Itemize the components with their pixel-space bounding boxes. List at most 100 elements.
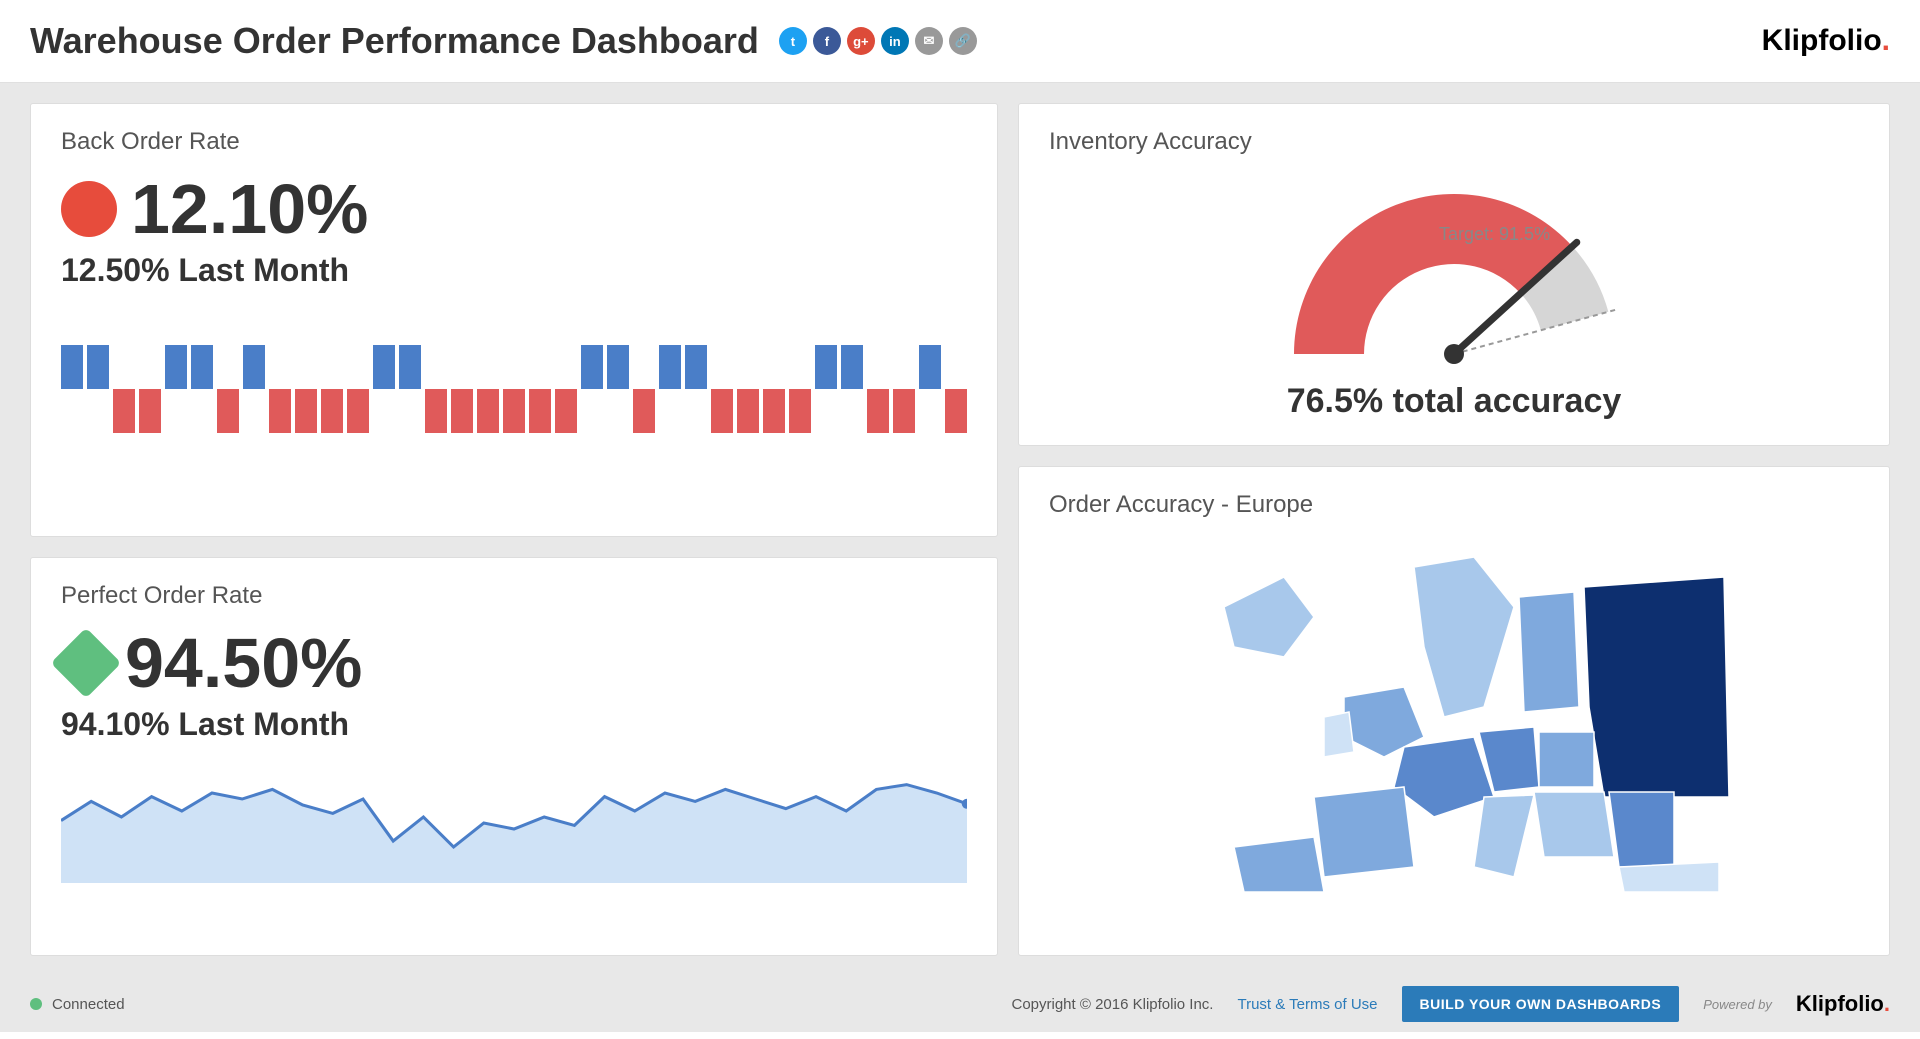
map-region	[1414, 557, 1514, 717]
terms-link[interactable]: Trust & Terms of Use	[1237, 996, 1377, 1013]
back-order-sub: 12.50% Last Month	[61, 252, 967, 289]
chart-bar	[347, 319, 369, 459]
build-dashboards-button[interactable]: BUILD YOUR OWN DASHBOARDS	[1402, 986, 1680, 1022]
map-region	[1519, 592, 1579, 712]
footer-brand-accent-dot: .	[1884, 991, 1890, 1016]
perfect-order-value: 94.50%	[125, 628, 362, 698]
brand-accent-dot: .	[1882, 24, 1890, 57]
perfect-order-indicator-icon	[51, 628, 122, 699]
chart-bar	[373, 319, 395, 459]
map-region	[1314, 787, 1414, 877]
perfect-order-sub: 94.10% Last Month	[61, 706, 967, 743]
email-icon[interactable]: ✉	[915, 27, 943, 55]
chart-bar	[425, 319, 447, 459]
page-title: Warehouse Order Performance Dashboard	[30, 20, 759, 62]
powered-by-text: Powered by	[1703, 997, 1772, 1012]
twitter-icon[interactable]: t	[779, 27, 807, 55]
gplus-icon[interactable]: g+	[847, 27, 875, 55]
back-order-kpi: 12.10%	[61, 174, 967, 244]
back-order-title: Back Order Rate	[61, 128, 967, 156]
perfect-order-kpi: 94.50%	[61, 628, 967, 698]
gauge-target-label: Target: 91.5%	[1439, 224, 1550, 245]
chart-bar	[945, 319, 967, 459]
chart-bar	[139, 319, 161, 459]
chart-bar	[789, 319, 811, 459]
brand-logo: Klipfolio.	[1762, 24, 1890, 58]
social-icons: tfg+in✉🔗	[779, 27, 977, 55]
status-text: Connected	[52, 996, 125, 1013]
map-region	[1474, 795, 1534, 877]
chart-bar	[87, 319, 109, 459]
chart-bar	[191, 319, 213, 459]
chart-bar	[321, 319, 343, 459]
chart-bar	[659, 319, 681, 459]
map-region	[1619, 862, 1719, 892]
chart-bar	[919, 319, 941, 459]
chart-bar	[685, 319, 707, 459]
inventory-accuracy-card: Inventory Accuracy Target: 91.5% 76.5% t…	[1018, 103, 1890, 446]
chart-bar	[217, 319, 239, 459]
chart-bar	[581, 319, 603, 459]
facebook-icon[interactable]: f	[813, 27, 841, 55]
header-left: Warehouse Order Performance Dashboard tf…	[30, 20, 977, 62]
back-order-card: Back Order Rate 12.10% 12.50% Last Month	[30, 103, 998, 537]
chart-bar	[867, 319, 889, 459]
map-region	[1224, 577, 1314, 657]
chart-bar	[165, 319, 187, 459]
perfect-order-card: Perfect Order Rate 94.50% 94.10% Last Mo…	[30, 557, 998, 956]
order-accuracy-card: Order Accuracy - Europe	[1018, 466, 1890, 956]
chart-bar	[529, 319, 551, 459]
europe-map	[1049, 537, 1859, 897]
left-column: Back Order Rate 12.10% 12.50% Last Month…	[30, 103, 998, 956]
chart-bar	[737, 319, 759, 459]
chart-bar	[555, 319, 577, 459]
chart-bar	[711, 319, 733, 459]
chart-bar	[477, 319, 499, 459]
map-region	[1534, 792, 1614, 857]
chart-bar	[841, 319, 863, 459]
chart-bar	[763, 319, 785, 459]
gauge-value-label: 76.5% total accuracy	[1287, 382, 1622, 421]
back-order-indicator-icon	[61, 181, 117, 237]
map-region	[1539, 732, 1594, 787]
europe-map-svg	[1174, 537, 1734, 897]
chart-bar	[113, 319, 135, 459]
chart-bar	[243, 319, 265, 459]
right-column: Inventory Accuracy Target: 91.5% 76.5% t…	[1018, 103, 1890, 956]
map-region	[1324, 712, 1354, 757]
chart-bar	[815, 319, 837, 459]
chart-bar	[269, 319, 291, 459]
chart-bar	[399, 319, 421, 459]
dashboard-body: Back Order Rate 12.10% 12.50% Last Month…	[0, 83, 1920, 976]
footer-brand-text: Klipfolio	[1796, 991, 1884, 1016]
gauge-svg	[1234, 174, 1674, 374]
perfect-order-sparkline	[61, 763, 967, 883]
chart-bar	[607, 319, 629, 459]
gauge: Target: 91.5% 76.5% total accuracy	[1049, 174, 1859, 421]
linkedin-icon[interactable]: in	[881, 27, 909, 55]
chart-bar	[633, 319, 655, 459]
footer-left: Connected	[30, 996, 125, 1013]
chart-bar	[893, 319, 915, 459]
chart-bar	[295, 319, 317, 459]
footer: Connected Copyright © 2016 Klipfolio Inc…	[0, 976, 1920, 1032]
map-region	[1394, 737, 1494, 817]
inventory-accuracy-title: Inventory Accuracy	[1049, 128, 1859, 156]
map-region	[1609, 792, 1674, 867]
chart-bar	[503, 319, 525, 459]
chart-bar	[451, 319, 473, 459]
back-order-chart	[61, 319, 967, 459]
footer-right: Copyright © 2016 Klipfolio Inc. Trust & …	[1011, 986, 1890, 1022]
copyright-text: Copyright © 2016 Klipfolio Inc.	[1011, 996, 1213, 1013]
order-accuracy-title: Order Accuracy - Europe	[1049, 491, 1859, 519]
chart-bar	[61, 319, 83, 459]
back-order-value: 12.10%	[131, 174, 368, 244]
link-icon[interactable]: 🔗	[949, 27, 977, 55]
map-region	[1584, 577, 1729, 797]
status-indicator-icon	[30, 998, 42, 1010]
perfect-order-title: Perfect Order Rate	[61, 582, 967, 610]
footer-brand-logo: Klipfolio.	[1796, 991, 1890, 1017]
brand-text: Klipfolio	[1762, 24, 1882, 57]
header: Warehouse Order Performance Dashboard tf…	[0, 0, 1920, 83]
map-region	[1234, 837, 1324, 892]
